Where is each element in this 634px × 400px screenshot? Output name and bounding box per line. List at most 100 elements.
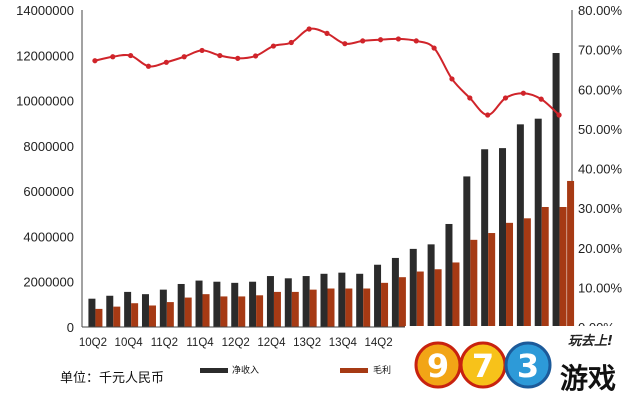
watermark-text: 游戏 bbox=[560, 362, 616, 395]
gross-profit-bar bbox=[506, 222, 514, 327]
margin-point bbox=[431, 45, 437, 51]
gross-profit-bar bbox=[541, 206, 549, 327]
margin-point bbox=[217, 52, 223, 59]
left-tick-label: 2000000 bbox=[23, 275, 74, 290]
unit-label: 单位：千元人民币 bbox=[60, 371, 164, 386]
margin-point bbox=[520, 90, 526, 96]
margin-point bbox=[377, 37, 384, 43]
net-revenue-bar bbox=[481, 149, 489, 327]
margin-point bbox=[163, 59, 169, 65]
margin-line bbox=[94, 27, 560, 117]
gross-profit-bar bbox=[184, 297, 192, 327]
right-tick-label: 40.00% bbox=[578, 162, 623, 177]
gross-profit-bar bbox=[452, 262, 460, 327]
margin-point bbox=[199, 47, 205, 54]
gross-profit-bar bbox=[488, 233, 496, 327]
legend-label-net-revenue: 净收入 bbox=[232, 364, 259, 376]
gross-profit-bar bbox=[220, 296, 228, 327]
net-revenue-bar bbox=[106, 295, 114, 327]
right-tick-label: 60.00% bbox=[578, 82, 623, 97]
right-tick-label: 20.00% bbox=[578, 241, 623, 256]
margin-point bbox=[395, 36, 402, 42]
gross-profit-bar bbox=[327, 288, 335, 327]
margin-point bbox=[235, 55, 241, 61]
right-tick-label: 50.00% bbox=[578, 122, 623, 137]
net-revenue-bar bbox=[249, 281, 257, 327]
margin-point bbox=[342, 41, 348, 47]
net-revenue-bar bbox=[302, 276, 310, 327]
x-tick-label: 12Q2 bbox=[222, 337, 250, 349]
gross-profit-bar bbox=[291, 291, 299, 327]
margin-point bbox=[467, 95, 473, 101]
gross-profit-bar bbox=[113, 306, 121, 327]
gross-profit-bar bbox=[131, 303, 139, 327]
margin-point bbox=[128, 52, 134, 59]
margin-point bbox=[288, 39, 294, 46]
margin-point bbox=[502, 95, 509, 101]
margin-point bbox=[360, 38, 366, 44]
net-revenue-bar bbox=[391, 257, 399, 327]
margin-point bbox=[485, 112, 491, 118]
right-tick-label: 30.00% bbox=[578, 201, 623, 216]
gross-profit-bar bbox=[256, 295, 264, 327]
gross-profit-bar bbox=[434, 269, 442, 327]
left-tick-label: 0 bbox=[67, 320, 74, 335]
x-tick-label: 13Q4 bbox=[329, 337, 358, 349]
margin-point bbox=[306, 26, 312, 32]
margin-point bbox=[324, 30, 330, 36]
watermark-digit-2: 7 bbox=[472, 347, 494, 385]
net-revenue-bar bbox=[409, 248, 417, 327]
x-tick-label: 11Q2 bbox=[151, 337, 178, 349]
net-revenue-bar bbox=[427, 244, 435, 327]
net-revenue-bar bbox=[374, 264, 382, 327]
net-revenue-bar bbox=[195, 280, 203, 327]
x-tick-label: 14Q2 bbox=[364, 337, 392, 349]
left-tick-label: 10000000 bbox=[16, 94, 74, 109]
left-tick-label: 4000000 bbox=[23, 229, 74, 244]
net-revenue-bar bbox=[516, 124, 524, 327]
legend-swatch-gross-profit bbox=[340, 368, 368, 373]
net-revenue-bar bbox=[141, 294, 149, 327]
x-tick-label: 13Q2 bbox=[293, 337, 321, 349]
net-revenue-bar bbox=[499, 148, 507, 327]
net-revenue-bar bbox=[552, 53, 560, 328]
right-tick-label: 70.00% bbox=[578, 43, 623, 58]
gross-profit-bar bbox=[273, 291, 281, 327]
net-revenue-bar bbox=[534, 118, 542, 327]
watermark-logo: 9 7 3 玩去上! 游戏 bbox=[405, 326, 634, 400]
net-revenue-bar bbox=[124, 291, 132, 327]
net-revenue-bar bbox=[320, 273, 328, 327]
gross-profit-bar bbox=[202, 294, 210, 327]
margin-point bbox=[145, 63, 152, 69]
margin-point bbox=[252, 53, 259, 59]
gross-profit-bar bbox=[363, 288, 371, 327]
right-tick-label: 80.00% bbox=[578, 3, 623, 18]
watermark-digit-1: 9 bbox=[427, 347, 449, 385]
gross-profit-bar bbox=[470, 239, 478, 327]
margin-point bbox=[110, 54, 116, 60]
margin-point bbox=[413, 38, 419, 44]
net-revenue-bar bbox=[177, 283, 185, 327]
margin-line-series bbox=[92, 26, 562, 118]
right-tick-label: 10.00% bbox=[578, 280, 623, 295]
gross-profit-bar bbox=[166, 302, 174, 327]
left-tick-label: 12000000 bbox=[16, 48, 74, 63]
watermark-script: 玩去上! bbox=[568, 333, 613, 349]
margin-point bbox=[538, 96, 544, 102]
left-y-axis: 0 2000000 4000000 6000000 8000000 10000000 120… bbox=[16, 3, 83, 335]
x-tick-label: 10Q2 bbox=[79, 337, 107, 349]
left-tick-label: 6000000 bbox=[23, 184, 74, 199]
net-revenue-bar bbox=[463, 176, 471, 327]
gross-profit-bar bbox=[95, 308, 103, 327]
legend-label-gross-profit: 毛利 bbox=[373, 364, 391, 376]
gross-profit-bar bbox=[381, 282, 389, 327]
gross-profit-bar bbox=[309, 289, 317, 327]
x-tick-label: 10Q4 bbox=[115, 337, 144, 349]
net-revenue-bar bbox=[284, 278, 292, 327]
x-tick-label: 12Q4 bbox=[257, 337, 286, 349]
gross-profit-bar bbox=[567, 180, 575, 327]
net-revenue-bar bbox=[159, 289, 167, 327]
margin-point bbox=[556, 112, 562, 118]
net-revenue-bar bbox=[338, 272, 346, 327]
right-y-axis: 0.00%10.00%20.00%30.00%40.00%50.00%60.00… bbox=[571, 3, 623, 335]
